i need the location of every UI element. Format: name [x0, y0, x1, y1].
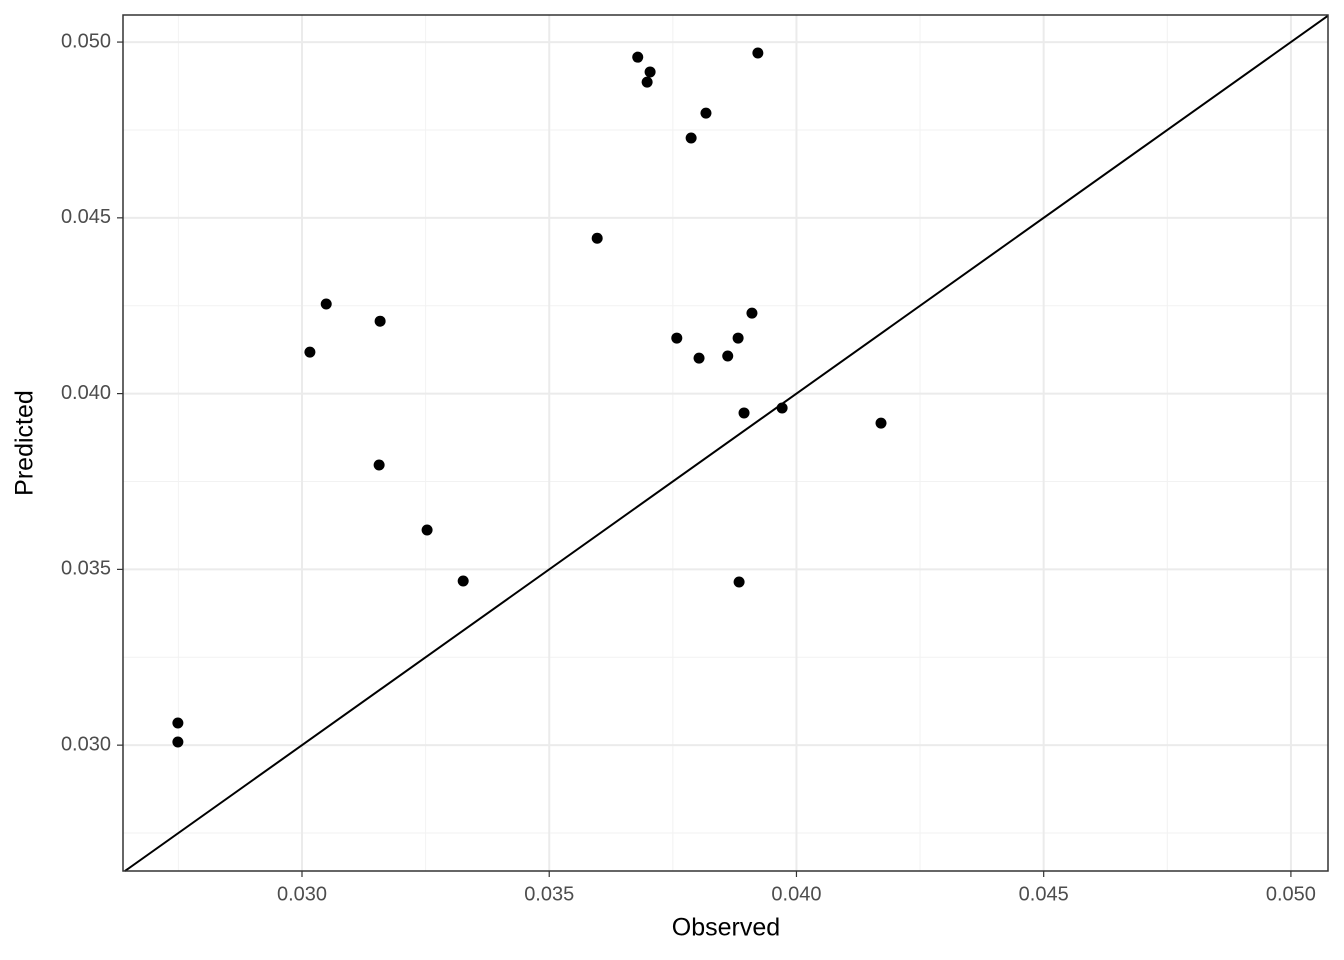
- point: [752, 47, 764, 59]
- point: [374, 315, 386, 327]
- point: [641, 76, 653, 88]
- point: [700, 107, 712, 119]
- x-axis-title: Observed: [672, 914, 780, 942]
- y-tick-label: 0.050: [61, 30, 111, 52]
- point: [591, 232, 603, 244]
- point: [373, 459, 385, 471]
- point: [776, 402, 788, 414]
- y-tick-label: 0.040: [61, 382, 111, 404]
- point: [172, 736, 184, 748]
- point: [693, 352, 705, 364]
- x-tick-label: 0.035: [524, 883, 574, 905]
- point: [733, 576, 745, 588]
- point: [632, 51, 644, 63]
- identity-line: [124, 14, 1329, 872]
- point: [875, 417, 887, 429]
- x-tick-label: 0.040: [771, 883, 821, 905]
- point: [732, 332, 744, 344]
- panel-border: [122, 14, 1329, 872]
- point: [421, 524, 433, 536]
- x-tick-label: 0.045: [1019, 883, 1069, 905]
- point: [738, 407, 750, 419]
- x-tick-label: 0.050: [1266, 883, 1316, 905]
- y-tick-label: 0.030: [61, 733, 111, 755]
- point: [320, 298, 332, 310]
- y-axis-title: Predicted: [11, 390, 39, 496]
- point: [685, 132, 697, 144]
- point: [304, 346, 316, 358]
- point: [671, 332, 683, 344]
- point: [722, 350, 734, 362]
- point: [457, 575, 469, 587]
- y-tick-label: 0.045: [61, 206, 111, 228]
- x-tick-label: 0.030: [277, 883, 327, 905]
- y-tick-label: 0.035: [61, 558, 111, 580]
- point: [172, 717, 184, 729]
- point: [644, 66, 656, 78]
- point: [746, 307, 758, 319]
